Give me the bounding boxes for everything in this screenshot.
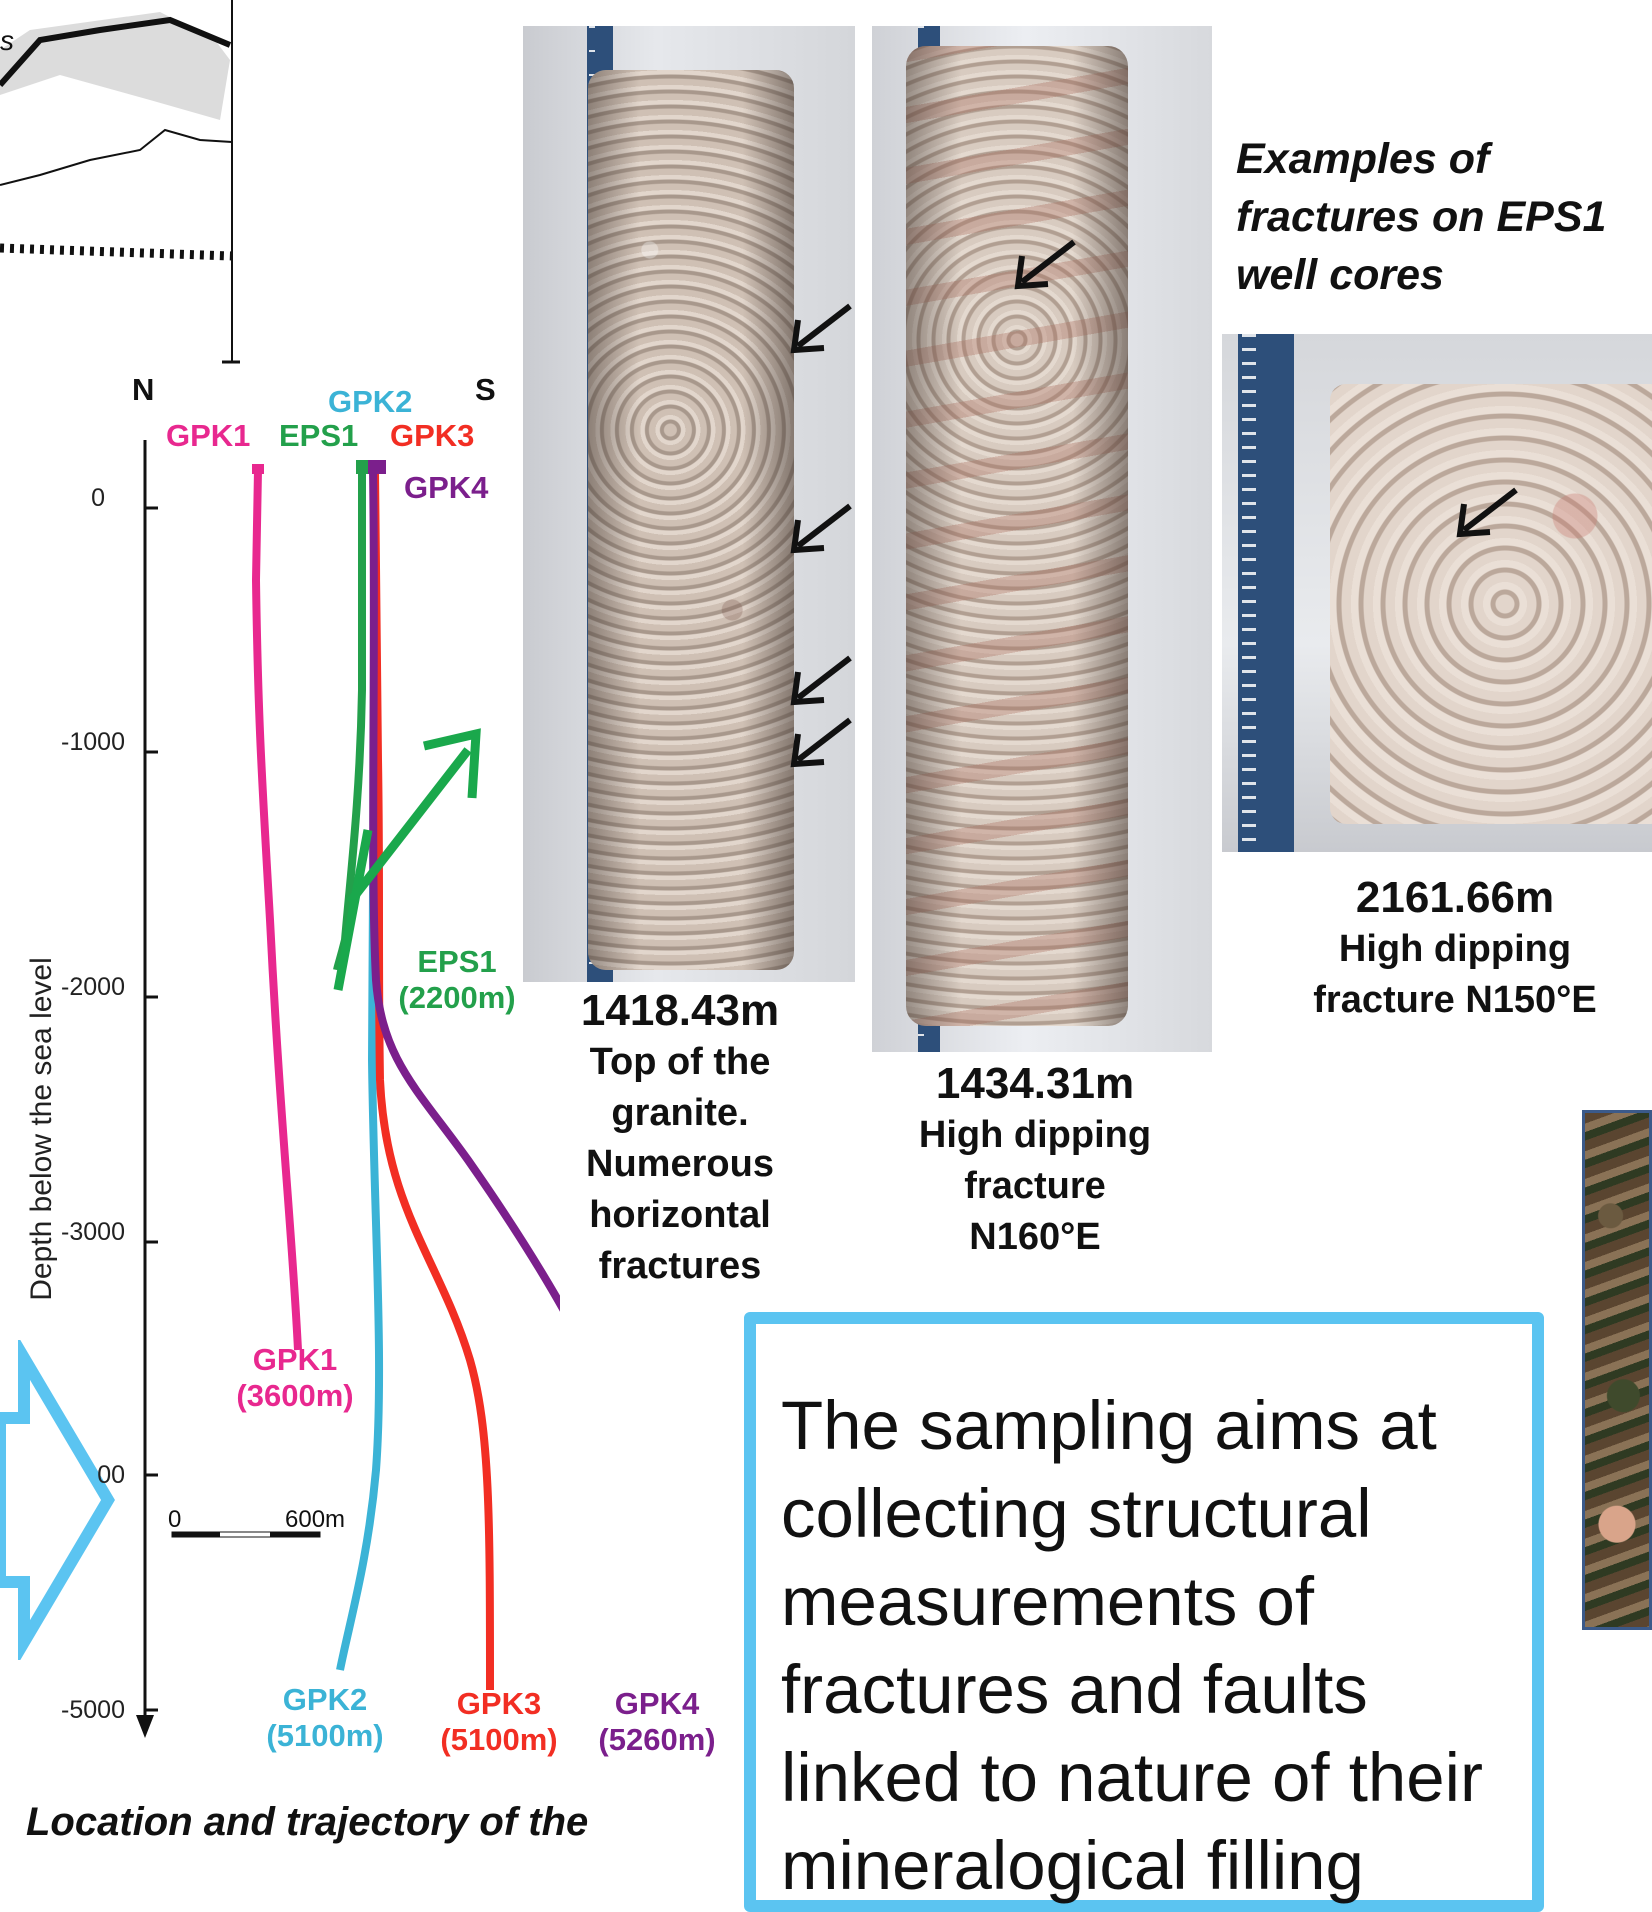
section-caption: Location and trajectory of the	[26, 1800, 589, 1844]
compass-south: S	[475, 372, 496, 407]
gpk3-end-name: GPK3	[456, 1686, 542, 1721]
core3-caption: 2161.66m High dipping fracture N150°E	[1270, 872, 1640, 1026]
core1-line-4: horizontal	[589, 1194, 771, 1236]
tick-minus-1000: -1000	[61, 728, 125, 756]
core1-caption: 1418.43m Top of the granite. Numerous ho…	[545, 985, 815, 1292]
profile-dotted-line	[0, 243, 233, 261]
eps1-end-depth: (2200m)	[398, 980, 516, 1015]
cores-title: Examples of fractures on EPS1 well cores	[1236, 135, 1607, 299]
core2-fracture-arrow-icon	[1014, 239, 1076, 290]
core1-line-1: Top of the	[589, 1041, 771, 1083]
tick-minus-2000: -2000	[61, 973, 125, 1001]
eps1-end-label: EPS1 (2200m)	[382, 944, 532, 1016]
scale-bar-end: 600m	[285, 1506, 346, 1533]
gpk2-end-depth: (5100m)	[266, 1718, 384, 1753]
core3-line-1: High dipping	[1338, 928, 1572, 970]
core1-line-2: granite.	[611, 1092, 749, 1134]
depth-axis-label: Depth below the sea level	[25, 957, 58, 1301]
svg-text:s: s	[0, 25, 14, 56]
core2-line-1: High dipping	[918, 1114, 1152, 1156]
gpk4-end-name: GPK4	[614, 1686, 700, 1721]
gpk4-end-depth: (5260m)	[598, 1722, 716, 1757]
core-photo-1	[523, 26, 855, 982]
top-label-gpk4: GPK4	[404, 470, 489, 505]
depth-axis-arrow-icon	[136, 1715, 154, 1738]
core1-line-3: Numerous	[586, 1143, 774, 1185]
top-label-gpk3: GPK3	[390, 418, 475, 453]
tick-minus-3000: -3000	[61, 1218, 125, 1246]
scale-bar-start: 0	[168, 1506, 182, 1533]
gpk3-end-label: GPK3 (5100m)	[424, 1686, 574, 1758]
eps1-end-name: EPS1	[417, 944, 497, 979]
core3-fracture-arrow-icon	[1456, 487, 1518, 538]
core1-line-5: fractures	[598, 1245, 762, 1287]
core2-caption: 1434.31m High dipping fracture N160°E	[885, 1058, 1185, 1263]
gpk3-end-depth: (5100m)	[440, 1722, 558, 1757]
sampling-info-text: The sampling aims at collecting structur…	[781, 1387, 1483, 1904]
top-label-gpk1: GPK1	[166, 418, 251, 453]
core3-depth: 2161.66m	[1355, 873, 1555, 922]
gpk1-end-depth: (3600m)	[236, 1378, 354, 1413]
gpk2-end-name: GPK2	[282, 1682, 368, 1717]
gpk3-trajectory	[371, 469, 494, 1691]
tick-0: 0	[91, 484, 105, 512]
gpk4-end-label: GPK4 (5260m)	[582, 1686, 732, 1758]
profile-thin-line	[0, 128, 233, 186]
core-photo-3	[1222, 334, 1652, 852]
gpk2-end-label: GPK2 (5100m)	[250, 1682, 400, 1754]
field-photo-cropped	[1582, 1110, 1652, 1630]
tick-minus-5000: -5000	[61, 1696, 125, 1724]
core1-depth: 1418.43m	[580, 986, 780, 1035]
left-blue-arrow-icon	[0, 1340, 115, 1660]
core2-line-3: N160°E	[969, 1216, 1101, 1258]
sampling-info-box: The sampling aims at collecting structur…	[744, 1312, 1544, 1912]
green-pointer-arrow-icon	[333, 728, 481, 991]
gpk1-trajectory	[251, 469, 302, 1351]
top-profile-plot: s )	[0, 0, 240, 364]
gpk4-trajectory	[369, 469, 560, 1312]
compass-north: N	[132, 372, 155, 407]
core-photo-2	[872, 26, 1212, 1052]
top-label-gpk2: GPK2	[328, 384, 413, 419]
core2-line-2: fracture	[964, 1165, 1106, 1207]
gpk1-end-label: GPK1 (3600m)	[220, 1342, 370, 1414]
well-trajectory-section	[136, 440, 560, 1738]
core3-line-2: fracture N150°E	[1313, 979, 1597, 1021]
gpk1-end-name: GPK1	[252, 1342, 338, 1377]
core1-fracture-arrows	[790, 303, 852, 768]
profile-thick-line	[0, 16, 232, 87]
core2-depth: 1434.31m	[935, 1059, 1135, 1108]
tick-minus-4000-cropped: 00	[97, 1461, 125, 1489]
top-label-eps1: EPS1	[279, 418, 359, 453]
